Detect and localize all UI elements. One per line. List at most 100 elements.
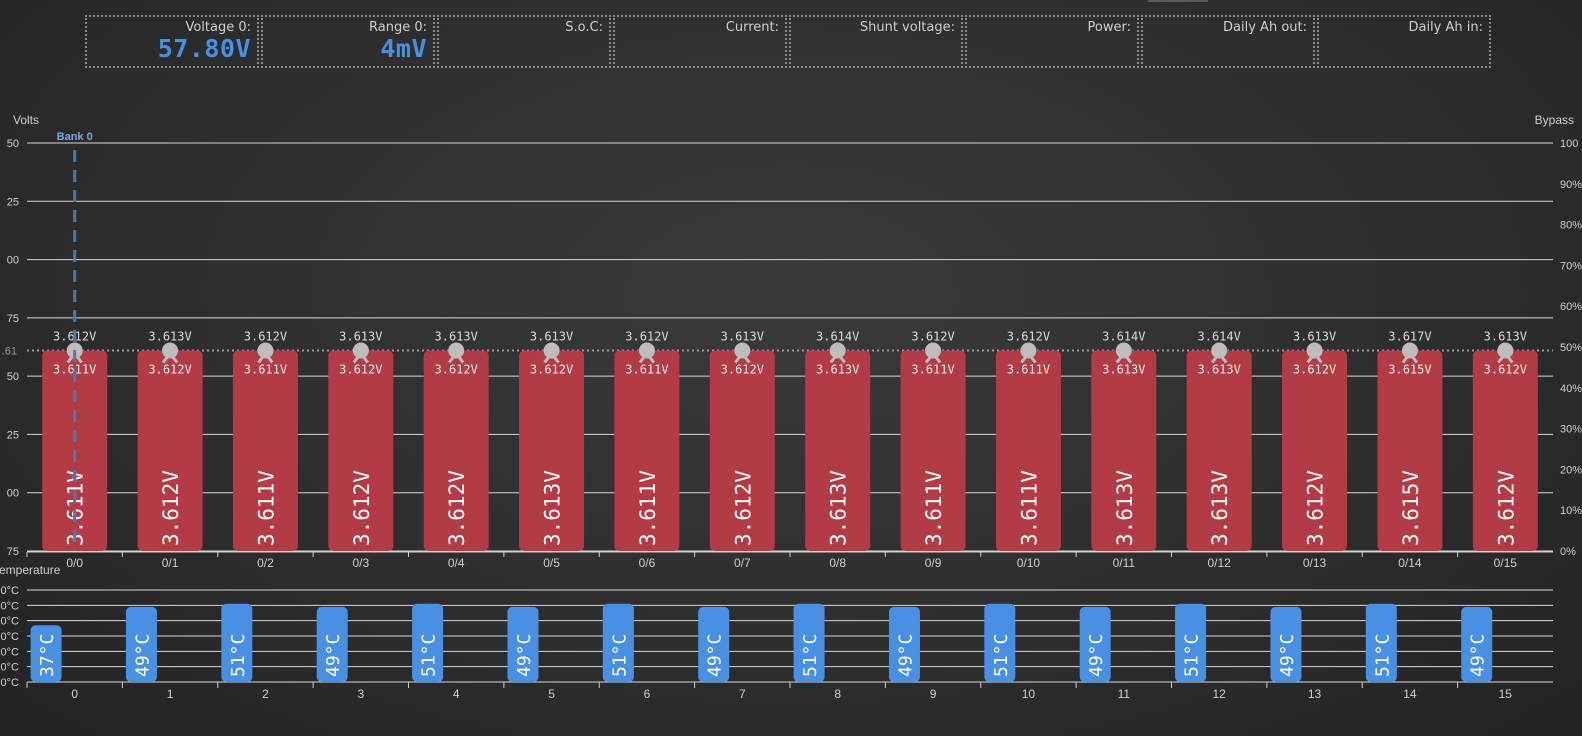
temperature-bar xyxy=(507,606,539,682)
voltage-value-label: 3.612V xyxy=(350,470,374,546)
stat-daily-ah-out-label: Daily Ah out: xyxy=(1223,20,1307,35)
voltage-bar xyxy=(1186,350,1252,551)
temperature-value-label: 49°C xyxy=(1086,634,1107,677)
voltage-value-label: 3.611V xyxy=(254,470,278,546)
temp-y-tick-label: 0°C xyxy=(1,662,20,674)
stat-current-label: Current: xyxy=(725,20,779,35)
y2-tick-label: 70% xyxy=(1560,260,1582,272)
temperature-axis-label: emperature xyxy=(0,563,61,577)
min-voltage-label: 3.613V xyxy=(816,362,859,376)
stat-power: Power: xyxy=(965,15,1139,68)
temp-x-tick-label: 0 xyxy=(71,687,78,701)
y2-tick-label: 20% xyxy=(1560,464,1582,476)
y2-tick-label: 80% xyxy=(1560,220,1582,232)
voltage-value-label: 3.613V xyxy=(827,470,851,546)
temp-x-tick-label: 12 xyxy=(1213,687,1227,701)
x-tick-label: 0/13 xyxy=(1303,556,1327,570)
stat-shunt-voltage: Shunt voltage: xyxy=(789,15,963,68)
temp-y-tick-label: 0°C xyxy=(1,646,20,658)
min-voltage-label: 3.613V xyxy=(1102,362,1145,376)
voltage-value-label: 3.615V xyxy=(1399,470,1423,546)
temp-x-tick-label: 9 xyxy=(930,687,937,701)
x-tick-label: 0/3 xyxy=(352,556,369,570)
x-tick-label: 0/7 xyxy=(734,556,751,570)
min-voltage-label: 3.613V xyxy=(1198,362,1241,376)
y2-tick-label: 60% xyxy=(1560,301,1582,313)
min-voltage-label: 3.612V xyxy=(435,362,478,376)
temp-x-tick-label: 2 xyxy=(262,687,269,701)
range-marker xyxy=(162,342,179,359)
range-marker xyxy=(734,342,751,359)
range-marker-tail xyxy=(1020,351,1037,364)
range-marker-tail xyxy=(448,351,465,364)
stats-panel: Voltage 0: 57.80V Range 0: 4mV S.o.C: Cu… xyxy=(85,15,1493,68)
range-marker xyxy=(1211,342,1228,359)
stat-voltage: Voltage 0: 57.80V xyxy=(85,15,259,68)
stat-shunt-voltage-label: Shunt voltage: xyxy=(859,20,955,35)
temperature-value-label: 51°C xyxy=(419,634,440,677)
voltage-value-label: 3.612V xyxy=(1494,470,1518,546)
voltage-value-label: 3.611V xyxy=(636,470,660,546)
voltage-bar xyxy=(1091,350,1157,551)
temperature-bar xyxy=(1175,603,1207,682)
y-tick-label: 25 xyxy=(7,429,19,441)
min-voltage-label: 3.612V xyxy=(148,362,191,376)
range-marker-tail xyxy=(1115,351,1132,364)
min-voltage-label: 3.612V xyxy=(339,362,382,376)
temperature-bar xyxy=(1461,606,1493,682)
temp-x-tick-label: 14 xyxy=(1403,687,1417,701)
voltage-bar xyxy=(1282,350,1348,551)
temperature-bar xyxy=(1270,606,1302,682)
voltage-bar xyxy=(137,350,203,551)
temperature-bar xyxy=(316,606,348,682)
x-tick-label: 0/12 xyxy=(1208,556,1232,570)
y-tick-label: 75 xyxy=(7,313,19,325)
max-voltage-label: 3.613V xyxy=(1484,329,1527,343)
y2-tick-label: 50% xyxy=(1560,342,1582,354)
range-marker-tail xyxy=(161,351,179,364)
max-voltage-label: 3.612V xyxy=(1007,329,1050,343)
voltage-bar xyxy=(995,350,1061,551)
temp-x-tick-label: 7 xyxy=(739,687,746,701)
y2-tick-label: 90% xyxy=(1560,179,1582,191)
range-marker xyxy=(352,342,369,359)
x-tick-label: 0/0 xyxy=(66,556,83,570)
temp-y-tick-label: 0°C xyxy=(1,616,20,628)
range-marker xyxy=(1115,342,1132,359)
temperature-value-label: 51°C xyxy=(609,634,630,677)
x-tick-label: 0/9 xyxy=(925,556,942,570)
temperature-bar xyxy=(698,606,730,682)
temp-y-tick-label: 0°C xyxy=(1,677,20,689)
max-voltage-label: 3.612V xyxy=(911,329,954,343)
temperature-value-label: 49°C xyxy=(895,634,916,677)
max-voltage-label: 3.613V xyxy=(1293,329,1336,343)
temperature-bar xyxy=(793,603,825,682)
temperature-bar xyxy=(888,606,920,682)
range-marker xyxy=(1306,342,1323,359)
temperature-bar xyxy=(1365,603,1397,682)
range-marker-tail xyxy=(829,351,846,364)
voltage-value-label: 3.611V xyxy=(922,470,946,546)
range-marker xyxy=(257,342,274,359)
temperature-bar xyxy=(125,606,157,682)
range-marker xyxy=(638,342,655,359)
temp-x-tick-label: 15 xyxy=(1499,687,1513,701)
min-voltage-label: 3.611V xyxy=(53,362,96,376)
temp-x-tick-label: 6 xyxy=(644,687,651,701)
voltage-bar xyxy=(614,350,680,551)
voltage-bar xyxy=(1472,350,1538,551)
y2-tick-label: 100 xyxy=(1560,138,1578,150)
temp-x-tick-label: 3 xyxy=(357,687,364,701)
range-marker-tail xyxy=(1211,351,1228,364)
voltage-value-label: 3.613V xyxy=(1113,470,1137,546)
range-marker xyxy=(543,342,560,359)
max-voltage-label: 3.613V xyxy=(339,329,382,343)
average-label: .61 xyxy=(2,345,17,357)
temp-y-tick-label: 0°C xyxy=(1,600,20,612)
temp-y-tick-label: 0°C xyxy=(1,631,20,643)
temperature-value-label: 49°C xyxy=(705,634,726,677)
x-tick-label: 0/10 xyxy=(1017,556,1041,570)
x-tick-label: 0/11 xyxy=(1113,556,1136,570)
stat-daily-ah-in-label: Daily Ah in: xyxy=(1408,20,1483,35)
stat-current: Current: xyxy=(613,15,787,68)
